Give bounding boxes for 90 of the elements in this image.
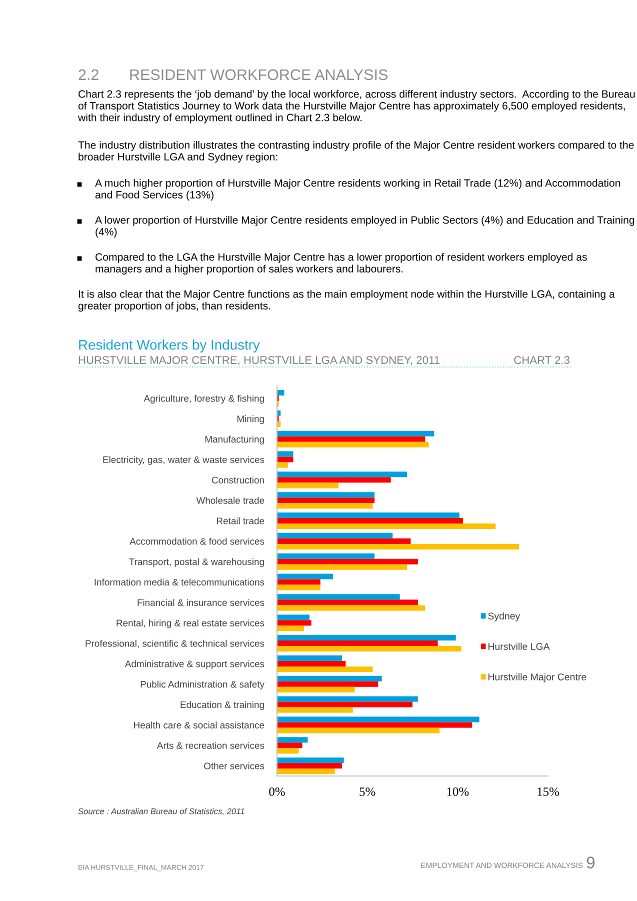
x-tick-label: 5% [360, 787, 376, 796]
y-tick-label: Health care & social assistance [134, 722, 264, 728]
bar [277, 702, 412, 708]
bar [277, 655, 342, 661]
bar [277, 626, 304, 632]
bar [277, 758, 344, 764]
bar [277, 574, 334, 580]
bar [277, 707, 353, 713]
bar [277, 768, 335, 774]
caption: CHART 2.3 [514, 356, 570, 364]
bar [277, 594, 400, 600]
y-tick-label: Education & training [180, 701, 264, 710]
bar [277, 763, 342, 769]
bar [277, 716, 480, 722]
bar [277, 579, 320, 585]
y-tick-label: Other services [204, 762, 264, 770]
bar [277, 614, 310, 620]
bar [277, 620, 312, 626]
x-tick-label: 10% [447, 787, 469, 796]
y-tick-label: Arts & recreation services [156, 742, 264, 749]
y-tick-label: Information media & telecommunications [94, 578, 264, 586]
bar [277, 722, 472, 728]
y-tick-label: Agriculture, forestry & fishing [144, 394, 264, 404]
bar [277, 666, 373, 672]
bar [277, 681, 378, 687]
bar [277, 477, 391, 483]
bar [277, 462, 288, 468]
bar [277, 430, 434, 436]
bar [277, 605, 426, 611]
bar [277, 676, 382, 682]
y-tick-label: Electricity, gas, water & waste services [103, 456, 264, 465]
text: A lower proportion of Hurstville Major Centre residents employed in Public Sectors (4%) and Education and Training (4%) [95, 216, 634, 238]
bar [277, 512, 460, 518]
caption: Chart 2.3 represents the ‘job demand’ by the local workforce, across different industry sectors. According to the Bureau of Transport Statistics Journey to Work data the Hurstville Major Centre has approximately 6,500 employed residents, with their industry of employment outlined in Chart 2.3 below. [78, 90, 635, 124]
bar [277, 558, 418, 564]
bar [277, 748, 299, 754]
bar [277, 436, 426, 442]
bar [277, 524, 496, 530]
legend-label: Sydney [488, 612, 520, 622]
x-tick-label: 0% [269, 787, 285, 796]
chart-subtitle: HURSTVILLE MAJOR CENTRE, HURSTVILLE LGA AND SYDNEY, 2011 [78, 356, 440, 366]
text: 2.2 RESIDENT WORKFORCE ANALYSIS [78, 69, 388, 80]
text: 9 [586, 856, 594, 868]
x-tick-label: 15% [538, 787, 560, 796]
bar [277, 584, 320, 590]
bar [277, 456, 294, 462]
y-tick-label: Retail trade [216, 517, 264, 524]
bar [277, 532, 393, 538]
y-tick-label: Accommodation & food services [130, 538, 264, 545]
bar [277, 472, 408, 478]
bar [277, 600, 418, 606]
y-tick-label: Transport, postal & warehousing [129, 558, 264, 567]
bar [277, 390, 284, 396]
bar [277, 498, 375, 504]
bar [277, 686, 355, 692]
bar [277, 640, 438, 646]
y-tick-label: Wholesale trade [196, 496, 264, 504]
bar [277, 742, 302, 748]
bar [277, 492, 375, 498]
bar [277, 564, 408, 570]
text: A much higher proportion of Hurstville Major Centre residents working in Retail Trade (12%) and Accommodation and Food Services (13%) [95, 179, 620, 201]
y-tick-label: Administrative & support services [124, 660, 264, 670]
bar [277, 635, 456, 641]
text: The industry distribution illustrates the contrasting industry profile of the Major Centre resident workers compared to the broader Hurstville LGA and Sydney region: [78, 141, 634, 163]
bar [277, 482, 338, 488]
text: It is also clear that the Major Centre functions as the main employment node within the Hurstville LGA, containing a greater proportion of jobs, than residents. [78, 290, 615, 312]
source-note: Source : Australian Bureau of Statistics, 2011 [78, 808, 244, 816]
bar [277, 737, 308, 743]
legend-label: Hurstville LGA [488, 642, 550, 650]
bar [277, 538, 411, 544]
y-tick-label: Mining [237, 415, 264, 424]
bar [277, 518, 464, 524]
bar [277, 544, 520, 550]
y-tick-label: Manufacturing [205, 436, 264, 444]
y-tick-label: Public Administration & safety [140, 680, 264, 690]
bar [277, 503, 373, 509]
legend-label: Hurstville Major Centre [488, 673, 586, 682]
bar [277, 451, 294, 457]
y-tick-label: Rental, hiring & real estate services [116, 619, 264, 628]
y-tick-label: Professional, scientific & technical services [86, 640, 264, 648]
y-tick-label: Construction [212, 476, 264, 484]
text: Compared to the LGA the Hurstville Major Centre has a lower proportion of resident workers employed as managers and a higher proportion of sales workers and labourers. [96, 253, 587, 275]
bar [277, 646, 462, 652]
bar [277, 696, 418, 702]
y-tick-label: Financial & insurance services [138, 599, 264, 606]
bar [277, 660, 346, 666]
chart-title: Resident Workers by Industry [79, 340, 260, 352]
bar [277, 553, 375, 559]
bar [277, 728, 440, 734]
bar [277, 442, 429, 448]
